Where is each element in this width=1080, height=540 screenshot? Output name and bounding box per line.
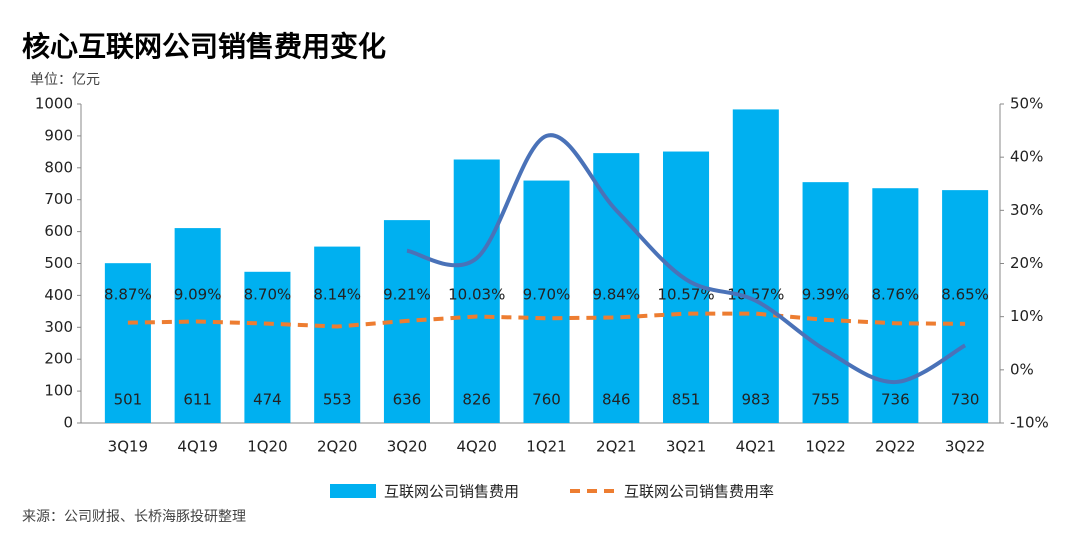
bar-value-label: 611 [183,391,212,409]
bar-value-label: 474 [253,391,282,409]
bar-value-label: 851 [672,391,701,409]
y2-tick-label: 10% [1010,307,1043,325]
y-tick-label: 700 [44,190,73,208]
rate-value-label: 8.76% [872,286,920,304]
rate-line [127,311,966,329]
y2-tick-label: 0% [1010,360,1034,378]
x-tick-label: 3Q20 [387,438,427,456]
bar [593,153,640,423]
rate-value-label: 8.65% [941,286,989,304]
bar-value-label: 983 [741,391,770,409]
rate-value-label: 9.21% [383,286,431,304]
bar [174,228,221,423]
x-tick-label: 3Q22 [945,438,985,456]
x-tick-label: 2Q20 [317,438,357,456]
chart-title: 核心互联网公司销售费用变化 [22,30,386,63]
y-tick-label: 100 [44,382,73,400]
legend-swatch [330,484,376,498]
y-tick-label: 400 [44,286,73,304]
bar [942,190,989,423]
bar-value-label: 501 [114,391,143,409]
rate-value-label: 9.70% [523,286,571,304]
y-tick-label: 800 [44,158,73,176]
bar-value-label: 755 [811,391,840,409]
rate-value-label: 8.70% [244,286,292,304]
rate-value-label: 10.03% [448,286,505,304]
bar [802,182,849,423]
y2-tick-label: 40% [1010,148,1043,166]
rate-value-label: 9.09% [174,286,222,304]
rate-value-label: 10.57% [727,286,784,304]
x-tick-label: 3Q21 [666,438,706,456]
y2-tick-label: 50% [1010,95,1043,113]
bar [314,246,361,423]
bar-value-label: 736 [881,391,910,409]
x-tick-label: 4Q20 [457,438,497,456]
legend-label: 互联网公司销售费用率 [624,483,774,501]
x-tick-label: 1Q21 [526,438,566,456]
y2-tick-label: 20% [1010,254,1043,272]
y-tick-label: 0 [63,414,73,432]
growth-line [406,133,967,385]
x-tick-label: 2Q21 [596,438,636,456]
bar-value-label: 553 [323,391,352,409]
bar [872,188,919,423]
y-tick-label: 900 [44,126,73,144]
bar-value-label: 826 [462,391,491,409]
bar-value-label: 730 [951,391,980,409]
bar [523,180,570,423]
bar-value-label: 760 [532,391,561,409]
bar [244,271,291,423]
bar [453,159,500,424]
bar-value-label: 846 [602,391,631,409]
rate-value-label: 8.87% [104,286,152,304]
legend-label: 互联网公司销售费用 [384,483,519,501]
y2-tick-label: 30% [1010,201,1043,219]
bar [104,263,151,423]
rate-value-label: 8.14% [313,286,361,304]
x-tick-label: 1Q22 [805,438,845,456]
x-tick-label: 1Q20 [247,438,287,456]
unit-label: 单位：亿元 [30,72,100,88]
y-tick-label: 500 [44,254,73,272]
rate-value-label: 9.84% [592,286,640,304]
rate-value-label: 9.39% [802,286,850,304]
x-tick-label: 3Q19 [108,438,148,456]
bar [732,109,779,423]
y2-tick-label: -10% [1010,414,1049,432]
x-tick-label: 4Q21 [736,438,776,456]
y-tick-label: 200 [44,350,73,368]
x-tick-label: 2Q22 [875,438,915,456]
rate-value-label: 10.57% [657,286,714,304]
bar-value-label: 636 [393,391,422,409]
y-tick-label: 1000 [35,95,73,113]
y-tick-label: 600 [44,222,73,240]
x-tick-label: 4Q19 [177,438,217,456]
y-tick-label: 300 [44,318,73,336]
source: 来源：公司财报、长桥海豚投研整理 [22,509,246,525]
